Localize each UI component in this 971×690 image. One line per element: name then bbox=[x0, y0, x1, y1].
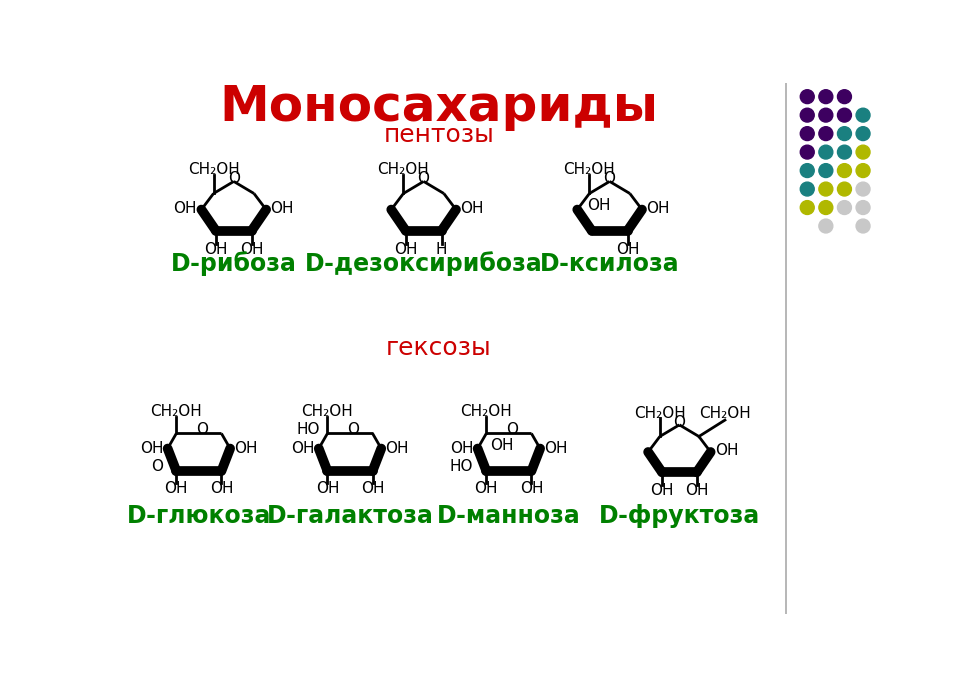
Text: OH: OH bbox=[651, 483, 674, 498]
Text: OH: OH bbox=[174, 201, 197, 216]
Text: OH: OH bbox=[587, 199, 611, 213]
Circle shape bbox=[875, 127, 888, 141]
Text: OH: OH bbox=[616, 241, 639, 257]
Circle shape bbox=[856, 219, 870, 233]
Circle shape bbox=[819, 145, 833, 159]
Circle shape bbox=[800, 145, 815, 159]
Text: O: O bbox=[196, 422, 209, 437]
Text: OH: OH bbox=[460, 201, 484, 216]
Text: OH: OH bbox=[204, 241, 227, 257]
Text: гексозы: гексозы bbox=[386, 337, 492, 360]
Text: D-галактоза: D-галактоза bbox=[267, 504, 433, 528]
Circle shape bbox=[800, 108, 815, 122]
Circle shape bbox=[819, 201, 833, 215]
Text: D-ксилоза: D-ксилоза bbox=[540, 252, 680, 276]
Text: OH: OH bbox=[715, 443, 739, 458]
Text: O: O bbox=[228, 171, 240, 186]
Text: Моносахариды: Моносахариды bbox=[219, 83, 658, 131]
Circle shape bbox=[856, 182, 870, 196]
Circle shape bbox=[837, 164, 852, 177]
Text: OH: OH bbox=[316, 481, 339, 495]
Text: OH: OH bbox=[140, 441, 163, 456]
Circle shape bbox=[837, 127, 852, 141]
Text: O: O bbox=[673, 415, 686, 430]
Text: O: O bbox=[348, 422, 359, 437]
Text: D-глюкоза: D-глюкоза bbox=[126, 504, 271, 528]
Text: O: O bbox=[604, 171, 616, 186]
Text: CH₂OH: CH₂OH bbox=[151, 404, 202, 419]
Circle shape bbox=[856, 108, 870, 122]
Circle shape bbox=[837, 201, 852, 215]
Text: OH: OH bbox=[475, 481, 498, 495]
Circle shape bbox=[856, 164, 870, 177]
Circle shape bbox=[819, 182, 833, 196]
Text: CH₂OH: CH₂OH bbox=[563, 162, 616, 177]
Text: CH₂OH: CH₂OH bbox=[460, 404, 512, 419]
Text: OH: OH bbox=[545, 441, 568, 456]
Circle shape bbox=[856, 201, 870, 215]
Text: OH: OH bbox=[240, 241, 263, 257]
Circle shape bbox=[800, 201, 815, 215]
Circle shape bbox=[856, 127, 870, 141]
Text: OH: OH bbox=[385, 441, 409, 456]
Text: D-манноза: D-манноза bbox=[437, 504, 581, 528]
Text: CH₂OH: CH₂OH bbox=[187, 162, 240, 177]
Text: OH: OH bbox=[519, 481, 543, 495]
Text: OH: OH bbox=[394, 241, 418, 257]
Circle shape bbox=[837, 108, 852, 122]
Text: OH: OH bbox=[361, 481, 385, 495]
Circle shape bbox=[837, 145, 852, 159]
Circle shape bbox=[875, 164, 888, 177]
Circle shape bbox=[800, 164, 815, 177]
Text: OH: OH bbox=[647, 201, 670, 216]
Circle shape bbox=[819, 164, 833, 177]
Text: OH: OH bbox=[450, 441, 473, 456]
Text: O: O bbox=[506, 422, 519, 437]
Text: OH: OH bbox=[210, 481, 233, 495]
Text: O: O bbox=[418, 171, 429, 186]
Text: O: O bbox=[151, 459, 163, 474]
Text: OH: OH bbox=[489, 438, 514, 453]
Text: CH₂OH: CH₂OH bbox=[634, 406, 686, 421]
Circle shape bbox=[819, 127, 833, 141]
Text: HO: HO bbox=[450, 459, 473, 474]
Text: OH: OH bbox=[164, 481, 188, 495]
Circle shape bbox=[837, 182, 852, 196]
Circle shape bbox=[856, 145, 870, 159]
Text: D-дезоксирибоза: D-дезоксирибоза bbox=[305, 251, 543, 276]
Circle shape bbox=[800, 127, 815, 141]
Text: пентозы: пентозы bbox=[384, 123, 494, 147]
Text: CH₂OH: CH₂OH bbox=[302, 404, 353, 419]
Text: CH₂OH: CH₂OH bbox=[699, 406, 751, 421]
Text: OH: OH bbox=[291, 441, 315, 456]
Circle shape bbox=[819, 90, 833, 104]
Text: OH: OH bbox=[685, 483, 709, 498]
Circle shape bbox=[837, 90, 852, 104]
Text: OH: OH bbox=[271, 201, 294, 216]
Text: CH₂OH: CH₂OH bbox=[378, 162, 429, 177]
Circle shape bbox=[800, 90, 815, 104]
Circle shape bbox=[819, 219, 833, 233]
Text: H: H bbox=[436, 241, 448, 257]
Text: D-рибоза: D-рибоза bbox=[171, 251, 297, 276]
Text: OH: OH bbox=[234, 441, 258, 456]
Circle shape bbox=[800, 182, 815, 196]
Circle shape bbox=[819, 108, 833, 122]
Text: D-фруктоза: D-фруктоза bbox=[599, 504, 760, 528]
Text: HO: HO bbox=[296, 422, 319, 437]
